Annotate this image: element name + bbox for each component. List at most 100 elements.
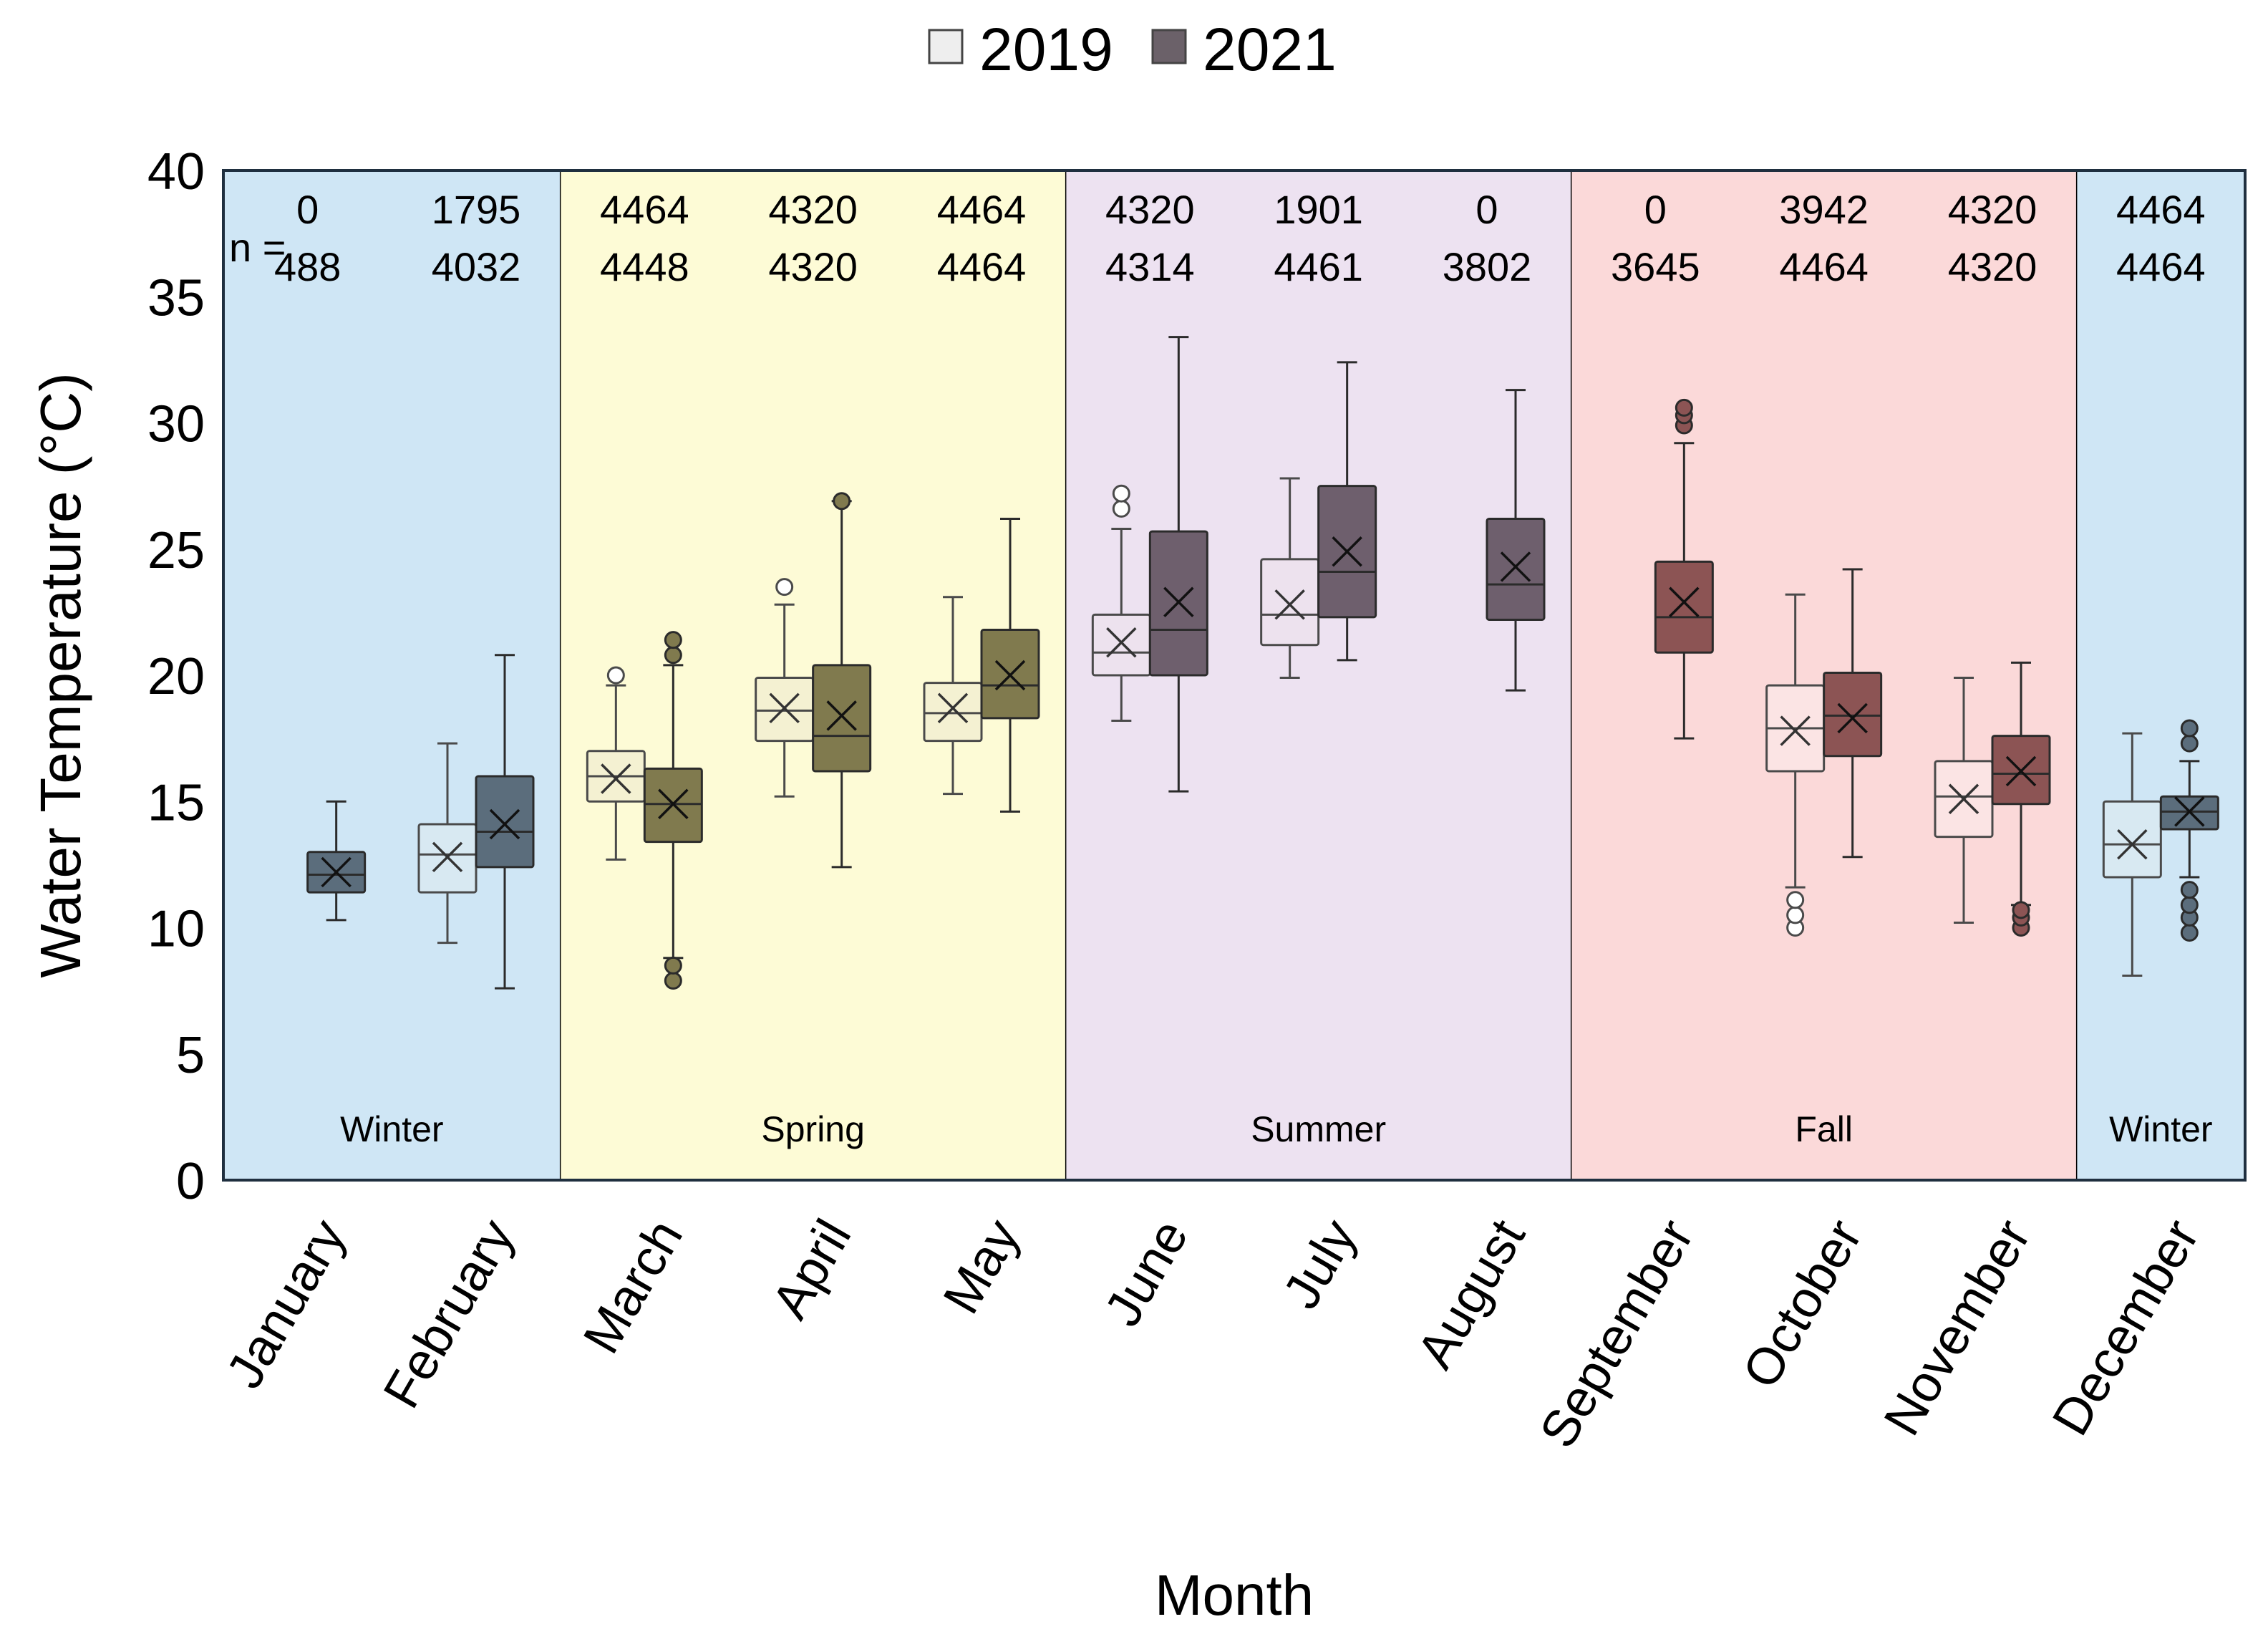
outlier-point <box>1112 484 1130 503</box>
x-tick-label-may: May <box>933 1210 1031 1323</box>
outlier-point <box>1112 499 1130 518</box>
x-axis-title: Month <box>1155 1563 1314 1627</box>
box-2019-february <box>417 742 478 945</box>
season-label-winter-4: Winter <box>2109 1109 2212 1149</box>
y-tick-label: 15 <box>147 774 205 831</box>
outlier-point <box>664 646 682 665</box>
season-band-winter-0 <box>223 170 561 1180</box>
x-tick-label-october: October <box>1732 1210 1873 1398</box>
n-count-2019-may: 4464 <box>937 187 1027 232</box>
outlier-point <box>664 972 682 990</box>
y-tick-label: 10 <box>147 901 205 958</box>
y-axis-title: Water Temperature (°C) <box>29 372 92 978</box>
mean-marker <box>601 763 631 794</box>
legend-swatch-2019 <box>928 29 964 64</box>
outlier-point <box>1786 891 1805 909</box>
outlier-point <box>1786 906 1805 924</box>
box-iqr <box>1654 560 1714 654</box>
mean-marker <box>2005 755 2037 787</box>
outlier-point <box>2180 881 2199 899</box>
season-band-winter-4 <box>2076 170 2245 1180</box>
outlier-point <box>2012 901 2030 919</box>
x-tick-label-august: August <box>1406 1210 1536 1378</box>
outlier-point <box>606 666 625 685</box>
box-2021-july <box>1317 361 1377 662</box>
n-count-2021-november: 4320 <box>1948 244 2037 289</box>
outlier-point <box>833 492 851 511</box>
outlier-point <box>1675 398 1693 417</box>
box-2021-june <box>1148 336 1208 793</box>
n-count-2021-may: 4464 <box>937 244 1027 289</box>
box-iqr <box>1823 671 1883 758</box>
mean-marker <box>1837 702 1868 734</box>
box-iqr <box>1091 613 1151 677</box>
box-2021-february <box>475 654 535 990</box>
y-tick-label: 5 <box>176 1027 205 1084</box>
n-count-2021-august: 3802 <box>1443 244 1532 289</box>
n-count-2021-july: 4461 <box>1274 244 1363 289</box>
mean-marker <box>1106 627 1137 658</box>
x-tick-label-march: March <box>573 1210 694 1363</box>
mean-marker <box>321 856 352 888</box>
y-tick-label: 0 <box>176 1153 205 1210</box>
season-label-fall-3: Fall <box>1795 1109 1853 1149</box>
n-count-2019-march: 4464 <box>600 187 689 232</box>
legend-label-2019: 2019 <box>979 16 1113 83</box>
n-count-2019-june: 4320 <box>1105 187 1195 232</box>
n-label: n = <box>229 225 286 270</box>
y-tick-label: 20 <box>147 648 205 705</box>
box-2019-march <box>586 666 646 861</box>
box-2021-may <box>980 517 1040 813</box>
box-iqr <box>2102 800 2162 879</box>
n-count-2019-july: 1901 <box>1274 187 1363 232</box>
box-2021-september <box>1654 398 1714 740</box>
box-2019-november <box>1934 677 1994 924</box>
box-2021-april <box>812 492 872 869</box>
box-2019-december <box>2102 732 2162 977</box>
mean-marker <box>1274 589 1305 620</box>
outlier-point <box>664 956 682 975</box>
box-2019-june <box>1091 484 1151 722</box>
x-tick-label-july: July <box>1272 1210 1367 1318</box>
season-label-spring-1: Spring <box>761 1109 865 1149</box>
box-iqr <box>475 775 535 869</box>
mean-marker <box>937 692 969 724</box>
mean-marker <box>1332 536 1362 567</box>
box-2021-october <box>1823 568 1883 859</box>
y-tick-label: 25 <box>147 522 205 579</box>
mean-marker <box>432 841 463 873</box>
n-count-2021-march: 4448 <box>600 244 689 289</box>
outlier-point <box>2180 896 2199 914</box>
mean-marker <box>658 788 689 820</box>
x-tick-label-february: February <box>373 1210 525 1418</box>
season-label-winter-0: Winter <box>340 1109 443 1149</box>
box-iqr <box>1486 517 1546 621</box>
box-2021-august <box>1486 389 1546 692</box>
mean-marker <box>1163 586 1194 618</box>
outlier-point <box>664 631 682 649</box>
legend: 2019 2021 <box>928 16 1337 83</box>
n-count-2019-december: 4464 <box>2116 187 2206 232</box>
n-count-2019-august: 0 <box>1475 187 1498 232</box>
plot-frame <box>222 169 2247 1182</box>
n-count-2021-february: 4032 <box>432 244 521 289</box>
box-2021-january <box>306 800 367 922</box>
y-tick-label: 40 <box>147 143 205 201</box>
x-tick-label-september: September <box>1529 1210 1705 1457</box>
legend-label-2021: 2021 <box>1203 16 1337 83</box>
n-count-2019-january: 0 <box>296 187 319 232</box>
x-tick-label-january: January <box>215 1210 357 1398</box>
n-count-2021-april: 4320 <box>768 244 858 289</box>
season-bands <box>223 170 2245 1180</box>
n-count-2019-february: 1795 <box>432 187 521 232</box>
mean-marker <box>1780 715 1811 746</box>
legend-swatch-2021 <box>1151 29 1187 64</box>
x-tick-label-november: November <box>1874 1210 2042 1445</box>
n-count-2021-january: 488 <box>274 244 341 289</box>
box-2021-december <box>2159 719 2219 942</box>
outlier-point <box>2180 719 2199 738</box>
box-iqr <box>812 664 872 773</box>
mean-marker <box>994 660 1026 691</box>
outlier-point <box>775 578 794 597</box>
